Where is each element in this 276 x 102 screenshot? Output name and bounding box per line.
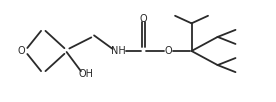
Text: O: O [164,46,172,56]
Text: NH: NH [112,46,126,56]
Text: OH: OH [78,69,93,79]
Text: O: O [140,14,147,24]
Text: O: O [17,46,25,56]
